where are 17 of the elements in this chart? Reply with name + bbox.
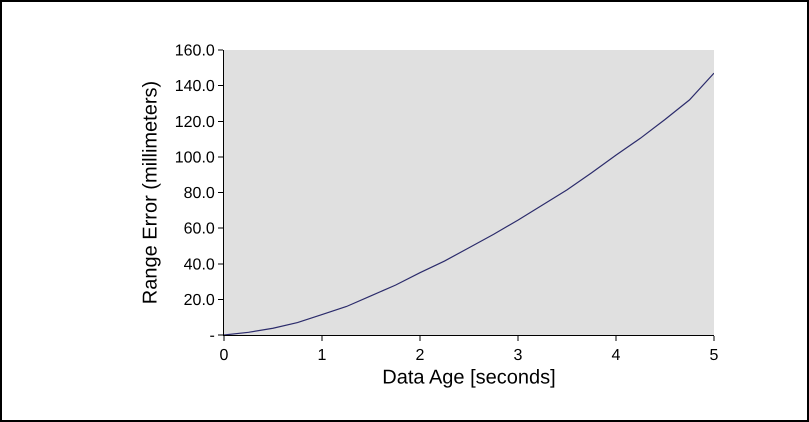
y-tick-label: 100.0 (174, 149, 215, 166)
x-tick-label: 4 (612, 347, 621, 364)
x-tick-label: 3 (514, 347, 523, 364)
x-tick-label: 1 (318, 347, 327, 364)
y-tick-label: 160.0 (174, 42, 215, 60)
y-tick-label: 140.0 (174, 78, 215, 96)
x-axis-title: Data Age [seconds] (382, 366, 556, 389)
y-tick-label: 80.0 (184, 185, 215, 202)
y-tick-label: 120.0 (174, 114, 215, 131)
y-tick-label: - (209, 328, 215, 345)
y-tick-label: 60.0 (184, 220, 215, 238)
x-tick-label: 0 (220, 347, 229, 364)
y-tick-label: 20.0 (184, 292, 215, 309)
y-axis-title: Range Error (millimeters) (139, 80, 162, 304)
x-tick-label: 5 (710, 347, 719, 364)
y-tick-label: 40.0 (184, 256, 215, 274)
x-tick-label: 2 (416, 347, 425, 364)
